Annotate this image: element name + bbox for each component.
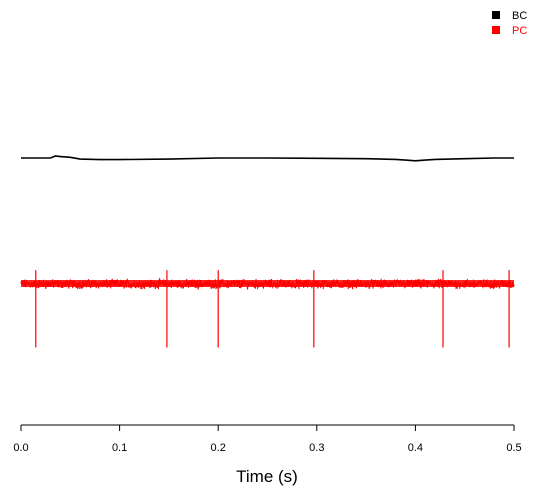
x-axis: 0.0 0.1 0.2 0.3 0.4 0.5 xyxy=(13,424,522,454)
series-bc xyxy=(21,155,514,162)
x-tick-label: 0.3 xyxy=(309,442,324,454)
series-line-bc xyxy=(21,155,514,162)
legend-swatch-pc xyxy=(492,26,500,34)
x-tick-label: 0.0 xyxy=(13,442,28,454)
x-tick-label: 0.5 xyxy=(506,442,521,454)
series-pc xyxy=(20,270,515,348)
x-tick-label: 0.1 xyxy=(112,442,127,454)
series-band-pc xyxy=(21,280,514,287)
x-tick-label: 0.2 xyxy=(211,442,226,454)
x-tick-label: 0.4 xyxy=(408,442,423,454)
legend-label-bc: BC xyxy=(512,10,527,22)
plot-area xyxy=(20,155,515,348)
legend: BC PC xyxy=(492,10,527,37)
legend-swatch-bc xyxy=(492,11,500,19)
x-axis-title: Time (s) xyxy=(236,467,298,486)
legend-label-pc: PC xyxy=(512,25,527,37)
